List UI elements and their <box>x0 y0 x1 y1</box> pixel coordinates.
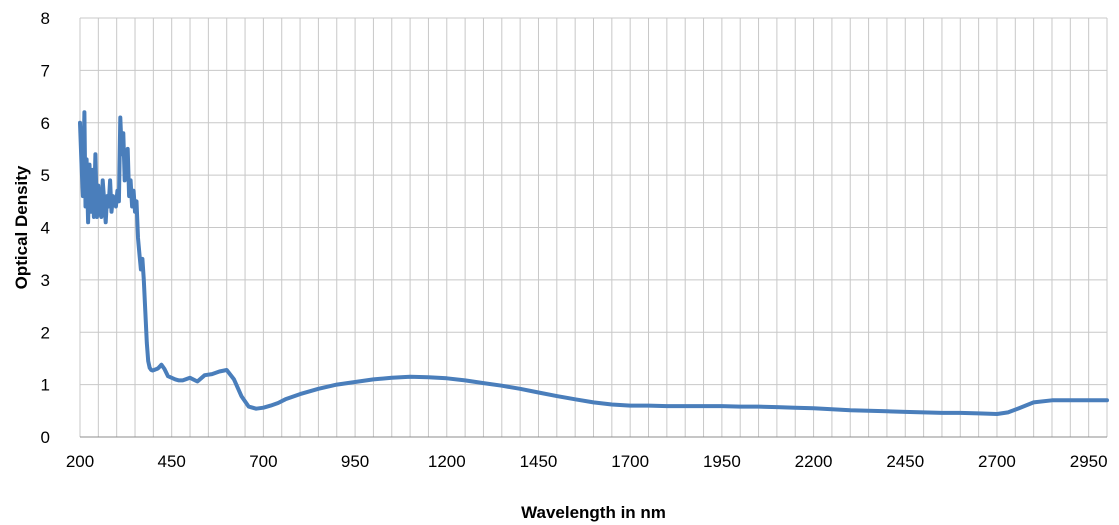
y-tick-label: 2 <box>41 323 50 342</box>
x-tick-label: 950 <box>341 452 369 471</box>
x-tick-label: 1950 <box>703 452 741 471</box>
y-tick-label: 8 <box>41 9 50 28</box>
y-tick-label: 7 <box>41 61 50 80</box>
x-tick-label: 1450 <box>520 452 558 471</box>
x-tick-label: 2450 <box>886 452 924 471</box>
y-tick-labels: 0 1 2 3 4 5 6 7 8 <box>41 9 50 447</box>
gridlines <box>79 17 1108 438</box>
x-tick-label: 2950 <box>1070 452 1108 471</box>
y-tick-label: 3 <box>41 271 50 290</box>
y-tick-label: 5 <box>41 166 50 185</box>
x-tick-label: 200 <box>66 452 94 471</box>
x-tick-label: 1200 <box>428 452 466 471</box>
x-tick-labels: 200 450 700 950 1200 1450 1700 1950 2200 2450 2700… <box>66 452 1108 471</box>
x-tick-label: 450 <box>158 452 186 471</box>
x-axis-title: Wavelength in nm <box>521 503 666 522</box>
x-tick-label: 700 <box>249 452 277 471</box>
x-tick-label: 1700 <box>611 452 649 471</box>
y-tick-label: 4 <box>41 219 50 238</box>
y-axis-title: Optical Density <box>12 165 31 289</box>
x-tick-label: 2200 <box>795 452 833 471</box>
y-tick-label: 1 <box>41 376 50 395</box>
x-tick-label: 2700 <box>978 452 1016 471</box>
series-line <box>78 110 1109 416</box>
y-tick-label: 0 <box>41 428 50 447</box>
y-tick-label: 6 <box>41 114 50 133</box>
